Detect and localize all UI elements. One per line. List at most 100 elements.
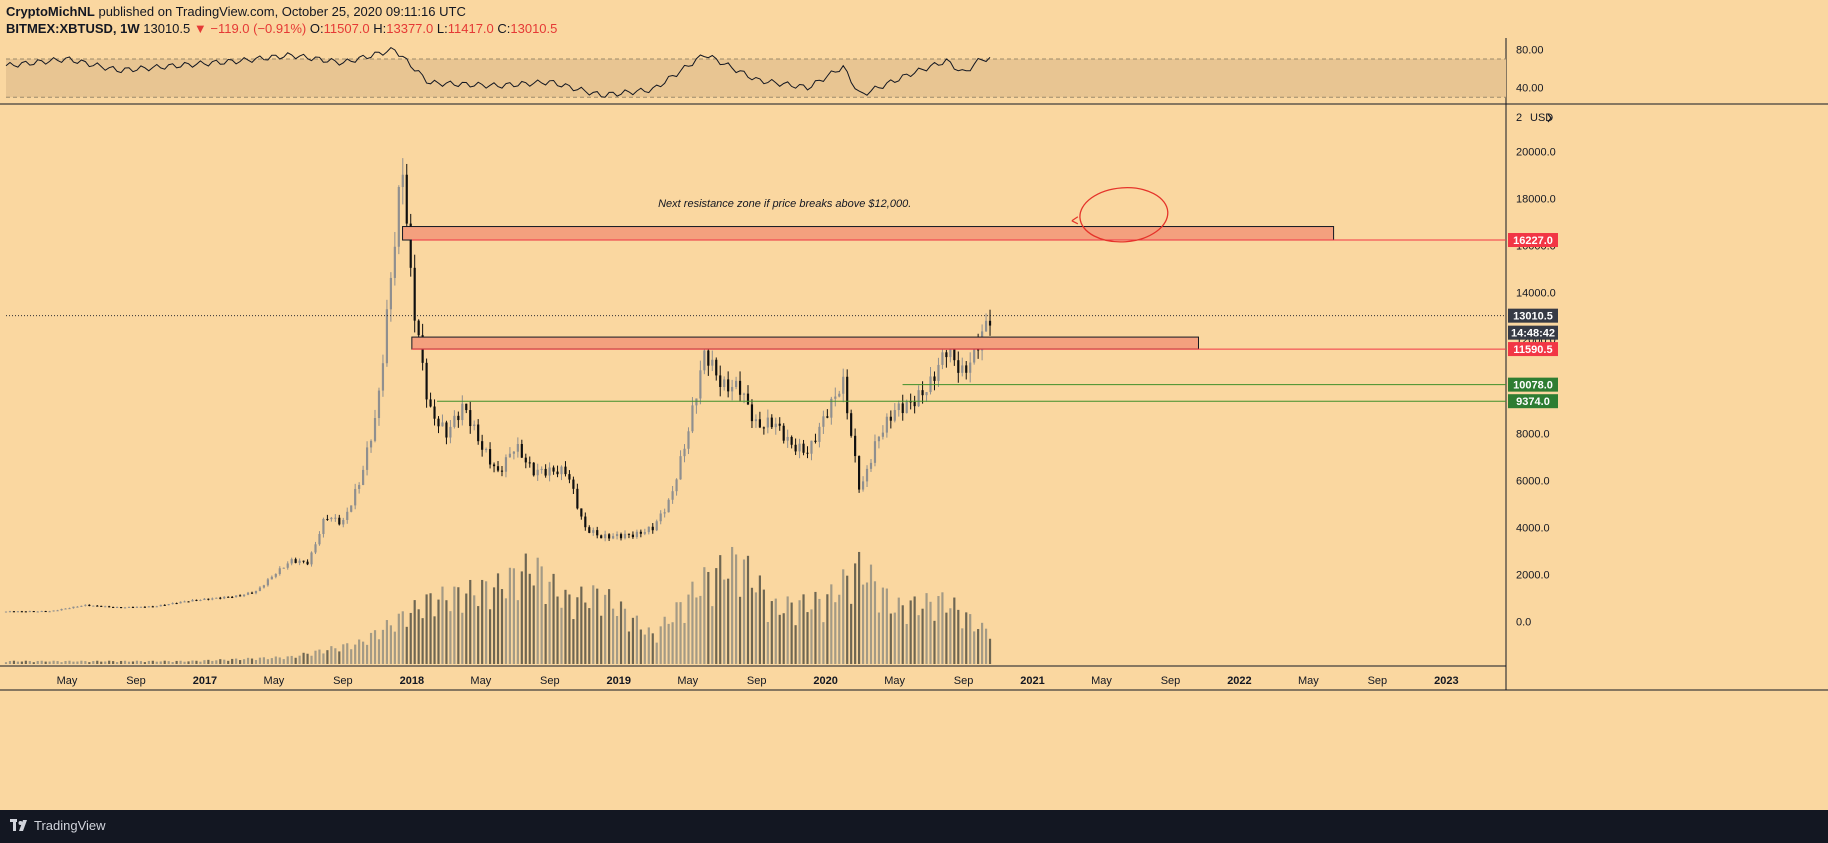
footer-brand[interactable]: TradingView: [34, 818, 106, 833]
volume-bar: [945, 612, 948, 664]
candle-body: [44, 611, 47, 613]
candle-body: [742, 393, 746, 395]
time-tick: May: [1298, 675, 1319, 687]
volume-bar: [572, 619, 575, 664]
volume-bar: [88, 662, 91, 664]
candle-body: [167, 604, 170, 606]
volume-bar: [889, 613, 892, 664]
volume-bar: [913, 596, 916, 664]
volume-bar: [151, 660, 154, 664]
candle-body: [417, 320, 420, 336]
candle-body: [572, 479, 575, 489]
candle-body: [925, 392, 928, 396]
volume-bar: [147, 660, 150, 664]
volume-bar: [334, 648, 337, 664]
volume-bar: [354, 644, 357, 664]
volume-bar: [556, 596, 559, 664]
volume-bar: [758, 575, 761, 664]
candle-body: [584, 516, 587, 528]
time-tick: May: [57, 675, 78, 687]
volume-bar: [123, 660, 127, 664]
level-tag-3: 9374.0: [1516, 396, 1550, 408]
candle-body: [147, 606, 150, 608]
chart-header: CryptoMichNL published on TradingView.co…: [0, 0, 1828, 44]
candle-body: [786, 436, 789, 441]
candle-body: [790, 436, 793, 445]
candle-body: [699, 370, 702, 399]
candle-body: [850, 413, 853, 436]
volume-bar: [988, 638, 992, 664]
volume-bar: [112, 661, 115, 664]
volume-bar: [227, 660, 230, 664]
candle-body: [604, 534, 607, 539]
candle-body: [409, 223, 412, 268]
candle-body: [857, 456, 861, 490]
volume-bar: [667, 623, 670, 664]
level-tag-2: 10078.0: [1513, 380, 1553, 392]
low-label: L:: [436, 21, 448, 36]
volume-bar: [36, 661, 39, 664]
time-tick: May: [677, 675, 698, 687]
candle-body: [485, 449, 488, 451]
candle-body: [631, 534, 635, 538]
resistance-zone-0: [402, 226, 1335, 241]
volume-bar: [20, 661, 23, 664]
candle-body: [762, 427, 765, 429]
candle-body: [461, 403, 464, 421]
volume-bar: [167, 661, 170, 664]
time-tick: Sep: [1161, 675, 1181, 687]
volume-bar: [393, 631, 396, 664]
candle-body: [953, 349, 956, 361]
candle-body: [465, 403, 468, 411]
candle-body: [615, 534, 619, 537]
candle-body: [143, 606, 146, 608]
candle-body: [834, 396, 837, 399]
candle-body: [286, 563, 289, 568]
rsi-tick-40: 40.00: [1516, 83, 1544, 95]
author-name[interactable]: CryptoMichNL: [6, 4, 95, 19]
high-value: 13377.0: [386, 21, 434, 36]
price-chart[interactable]: 80.0040.0020000.018000.016000.014000.012…: [0, 0, 1828, 810]
volume-bar: [608, 589, 611, 664]
volume-bar: [818, 598, 821, 664]
candle-body: [195, 599, 198, 601]
volume-bar: [485, 581, 488, 664]
candle-body: [119, 607, 123, 609]
symbol-label[interactable]: BITMEX:XBTUSD, 1W: [6, 21, 140, 36]
candle-body: [346, 511, 349, 520]
volume-bar: [104, 661, 107, 664]
volume-bar: [731, 546, 734, 664]
candle-body: [937, 364, 940, 381]
candle-body: [651, 526, 654, 531]
candle-body: [488, 449, 492, 465]
candle-body: [600, 535, 603, 539]
volume-bar: [544, 604, 547, 664]
volume-bar: [500, 589, 504, 664]
volume-bar: [850, 603, 853, 664]
time-tick: 2022: [1227, 675, 1251, 687]
candle-body: [826, 416, 829, 418]
candle-body: [223, 596, 226, 599]
candle-body: [814, 440, 817, 442]
candle-body: [350, 505, 353, 512]
volume-bar: [552, 573, 555, 664]
volume-bar: [675, 602, 678, 664]
last-price-tag: 13010.5: [1513, 311, 1553, 323]
candle-body: [481, 441, 484, 450]
volume-bar: [231, 658, 234, 664]
candle-body: [869, 462, 873, 469]
candle-body: [861, 481, 865, 490]
candle-body: [731, 386, 734, 392]
candle-body: [155, 606, 158, 608]
volume-bar: [330, 646, 333, 664]
candle-body: [123, 607, 127, 609]
volume-bar: [802, 594, 805, 664]
volume-bar: [699, 595, 702, 664]
candle-body: [723, 379, 726, 387]
candle-body: [258, 587, 262, 591]
time-tick: 2018: [400, 675, 424, 687]
candle-body: [441, 422, 444, 427]
candle-body: [675, 479, 678, 492]
volume-bar: [187, 661, 190, 664]
volume-bar: [782, 613, 785, 664]
